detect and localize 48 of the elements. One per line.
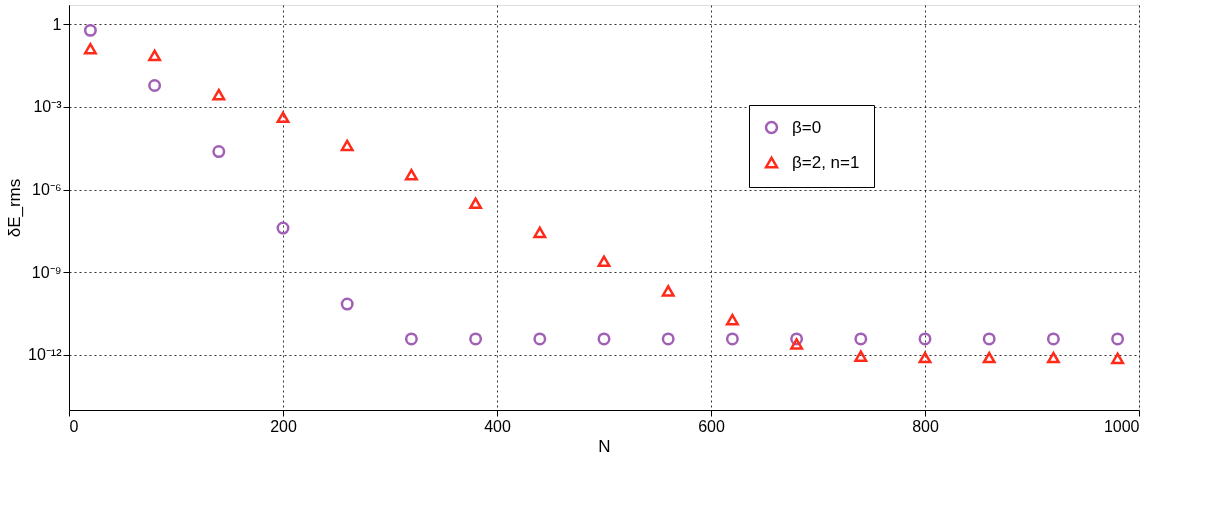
point [469, 197, 483, 209]
point [725, 313, 739, 326]
point [276, 111, 290, 124]
point [982, 351, 996, 364]
point [1111, 332, 1125, 346]
point [597, 332, 611, 346]
legend-label: β=0 [792, 117, 822, 137]
y-axis-title: δE_rms [5, 178, 25, 238]
point [854, 350, 868, 362]
x-tick-label: 1000 [1103, 417, 1140, 435]
point [83, 23, 97, 37]
point [661, 332, 675, 346]
point [83, 42, 97, 55]
legend-label: β=2, n=1 [792, 152, 860, 172]
point [533, 332, 547, 346]
point [533, 226, 547, 239]
point [1046, 351, 1060, 364]
point [340, 139, 354, 152]
point [1046, 332, 1060, 346]
x-tick-label: 0 [69, 417, 79, 435]
point [340, 297, 354, 311]
point [148, 78, 162, 92]
y-tick-label: 1 [52, 15, 62, 33]
point [918, 351, 932, 364]
y-tick-label: 10⁻⁶ [32, 181, 62, 199]
point [661, 285, 675, 297]
x-axis-title: N [598, 436, 611, 456]
y-tick-label: 10⁻⁹ [31, 263, 62, 281]
y-tick-label: 10⁻³ [33, 98, 63, 116]
point [854, 332, 868, 346]
point [276, 221, 290, 235]
point [725, 332, 739, 346]
y-tick-label: 10⁻¹² [28, 346, 63, 364]
point [918, 332, 932, 346]
point [148, 49, 162, 62]
point [469, 332, 483, 346]
point [1111, 352, 1125, 365]
x-tick-label: 600 [698, 417, 725, 435]
x-tick-label: 400 [484, 417, 511, 435]
point [212, 145, 226, 159]
point [212, 88, 226, 101]
point [597, 255, 611, 268]
point [404, 168, 418, 181]
x-tick-label: 800 [912, 417, 939, 435]
x-tick-label: 200 [270, 417, 297, 435]
point [982, 332, 996, 346]
point [790, 338, 804, 350]
point [404, 332, 418, 346]
